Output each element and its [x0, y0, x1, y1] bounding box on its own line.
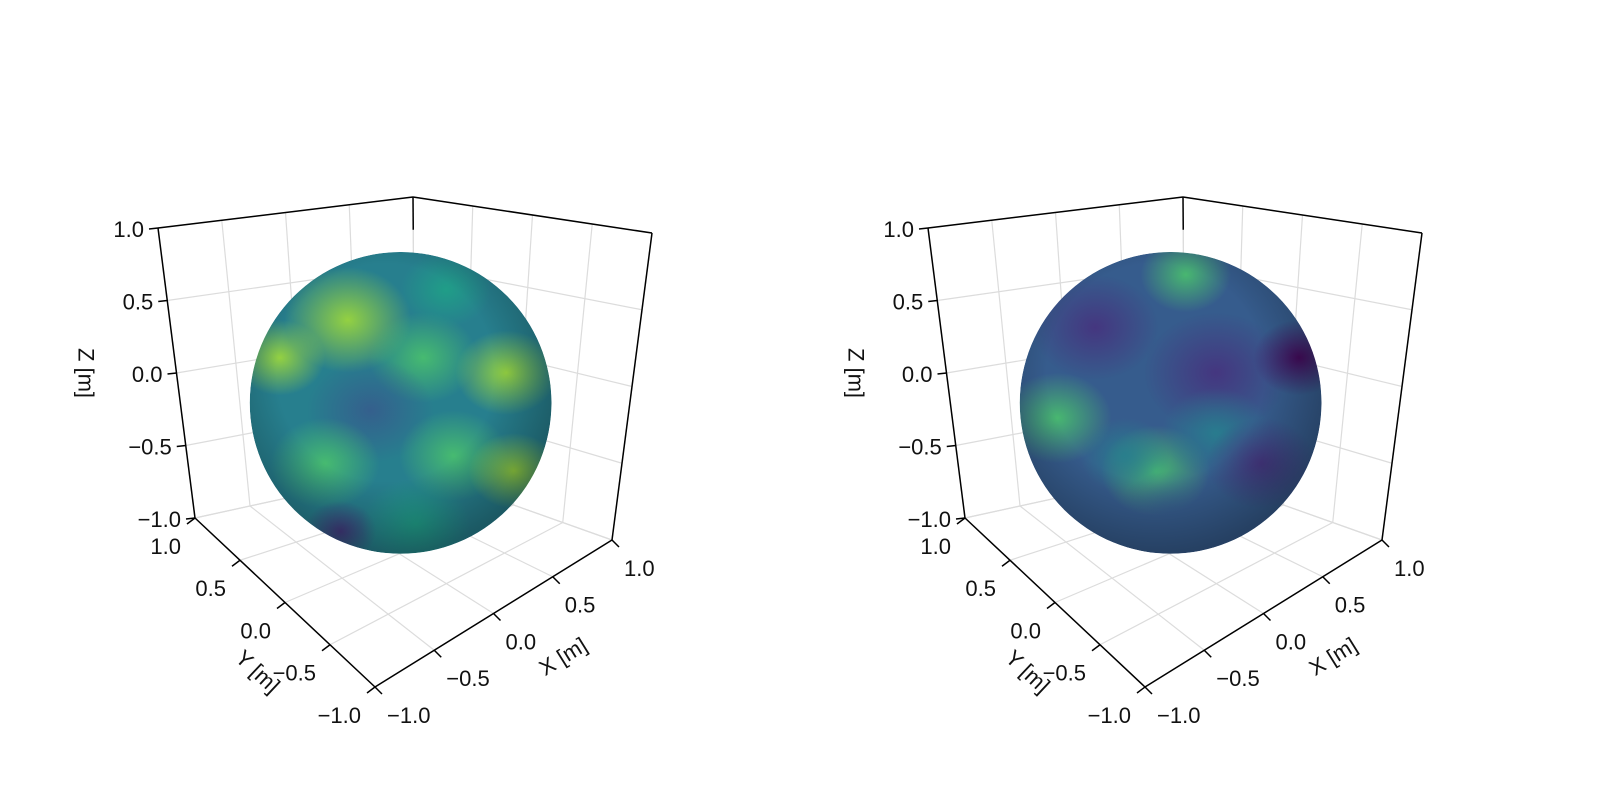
z-tick-label: 0.0	[132, 362, 163, 387]
axis-frame	[412, 196, 653, 234]
z-tick-label: −1.0	[138, 507, 181, 532]
plot-panel: −1.0−0.50.00.51.0−1.0−0.50.00.51.0−1.0−0…	[844, 196, 1425, 728]
tick-mark	[946, 444, 956, 448]
tick-mark	[185, 517, 196, 520]
x-tick-label: 1.0	[624, 556, 655, 581]
axis-frame	[611, 232, 653, 541]
y-axis-label: Y [m]	[231, 645, 285, 698]
tick-mark	[374, 686, 383, 695]
y-axis-label: Y [m]	[1001, 645, 1055, 698]
tick-mark	[276, 601, 286, 610]
tick-mark	[937, 372, 947, 375]
tick-mark	[158, 299, 168, 303]
y-tick-label: 0.0	[240, 618, 271, 643]
z-axis-label: Z [m]	[74, 348, 99, 398]
tick-mark	[433, 649, 442, 658]
y-tick-label: 1.0	[150, 534, 181, 559]
x-tick-label: −1.0	[1157, 703, 1200, 728]
tick-mark	[552, 576, 561, 585]
tick-mark	[1262, 612, 1272, 622]
tick-mark	[148, 227, 159, 230]
z-tick-label: 0.5	[893, 289, 924, 314]
y-tick-label: 1.0	[920, 534, 951, 559]
tick-mark	[1046, 601, 1056, 610]
tick-mark	[611, 539, 620, 548]
tick-mark	[492, 612, 502, 622]
tick-mark	[928, 299, 938, 303]
z-tick-label: −0.5	[898, 434, 941, 459]
sphere-shading	[1019, 251, 1322, 554]
tick-mark	[186, 517, 196, 525]
tick-mark	[321, 644, 331, 652]
tick-mark	[176, 444, 186, 448]
axis-frame	[157, 196, 414, 229]
tick-mark	[956, 517, 966, 525]
tick-mark	[1136, 686, 1146, 694]
z-tick-label: −0.5	[128, 434, 171, 459]
tick-mark	[1322, 576, 1331, 585]
x-tick-label: 0.0	[506, 629, 537, 654]
x-tick-label: −0.5	[446, 666, 489, 691]
x-axis-label: X [m]	[535, 632, 592, 680]
x-tick-label: 0.5	[1335, 593, 1366, 618]
x-tick-label: −0.5	[1216, 666, 1259, 691]
sphere	[1019, 251, 1322, 554]
y-tick-label: 0.0	[1010, 618, 1041, 643]
x-tick-label: 0.5	[565, 593, 596, 618]
y-tick-label: −0.5	[273, 661, 316, 686]
plot-panel: −1.0−0.50.00.51.0−1.0−0.50.00.51.0−1.0−0…	[74, 196, 655, 728]
z-tick-label: −1.0	[908, 507, 951, 532]
tick-mark	[167, 372, 177, 375]
sphere-shading	[249, 251, 552, 554]
z-tick-label: 0.5	[123, 289, 154, 314]
axis-frame	[927, 196, 1184, 229]
axis-frame	[1182, 196, 1423, 234]
sphere	[249, 251, 552, 554]
tick-mark	[1001, 559, 1011, 567]
grid-line	[329, 521, 564, 646]
y-tick-label: 0.5	[965, 576, 996, 601]
y-tick-label: −0.5	[1043, 661, 1086, 686]
y-tick-label: 0.5	[195, 576, 226, 601]
tick-mark	[366, 686, 376, 694]
tick-mark	[1091, 644, 1101, 652]
tick-mark	[1144, 686, 1153, 695]
y-tick-label: −1.0	[318, 703, 361, 728]
tick-mark	[231, 559, 241, 567]
tick-mark	[955, 517, 966, 520]
tick-mark	[1381, 539, 1390, 548]
z-tick-label: 0.0	[902, 362, 933, 387]
x-tick-label: 0.0	[1276, 629, 1307, 654]
x-axis-label: X [m]	[1305, 632, 1362, 680]
z-axis-label: Z [m]	[844, 348, 869, 398]
axis-frame	[1381, 232, 1423, 541]
z-tick-label: 1.0	[883, 217, 914, 242]
grid-line	[1099, 521, 1334, 646]
x-tick-label: 1.0	[1394, 556, 1425, 581]
z-tick-label: 1.0	[113, 217, 144, 242]
tick-mark	[1203, 649, 1212, 658]
tick-mark	[918, 227, 929, 230]
y-tick-label: −1.0	[1088, 703, 1131, 728]
x-tick-label: −1.0	[387, 703, 430, 728]
